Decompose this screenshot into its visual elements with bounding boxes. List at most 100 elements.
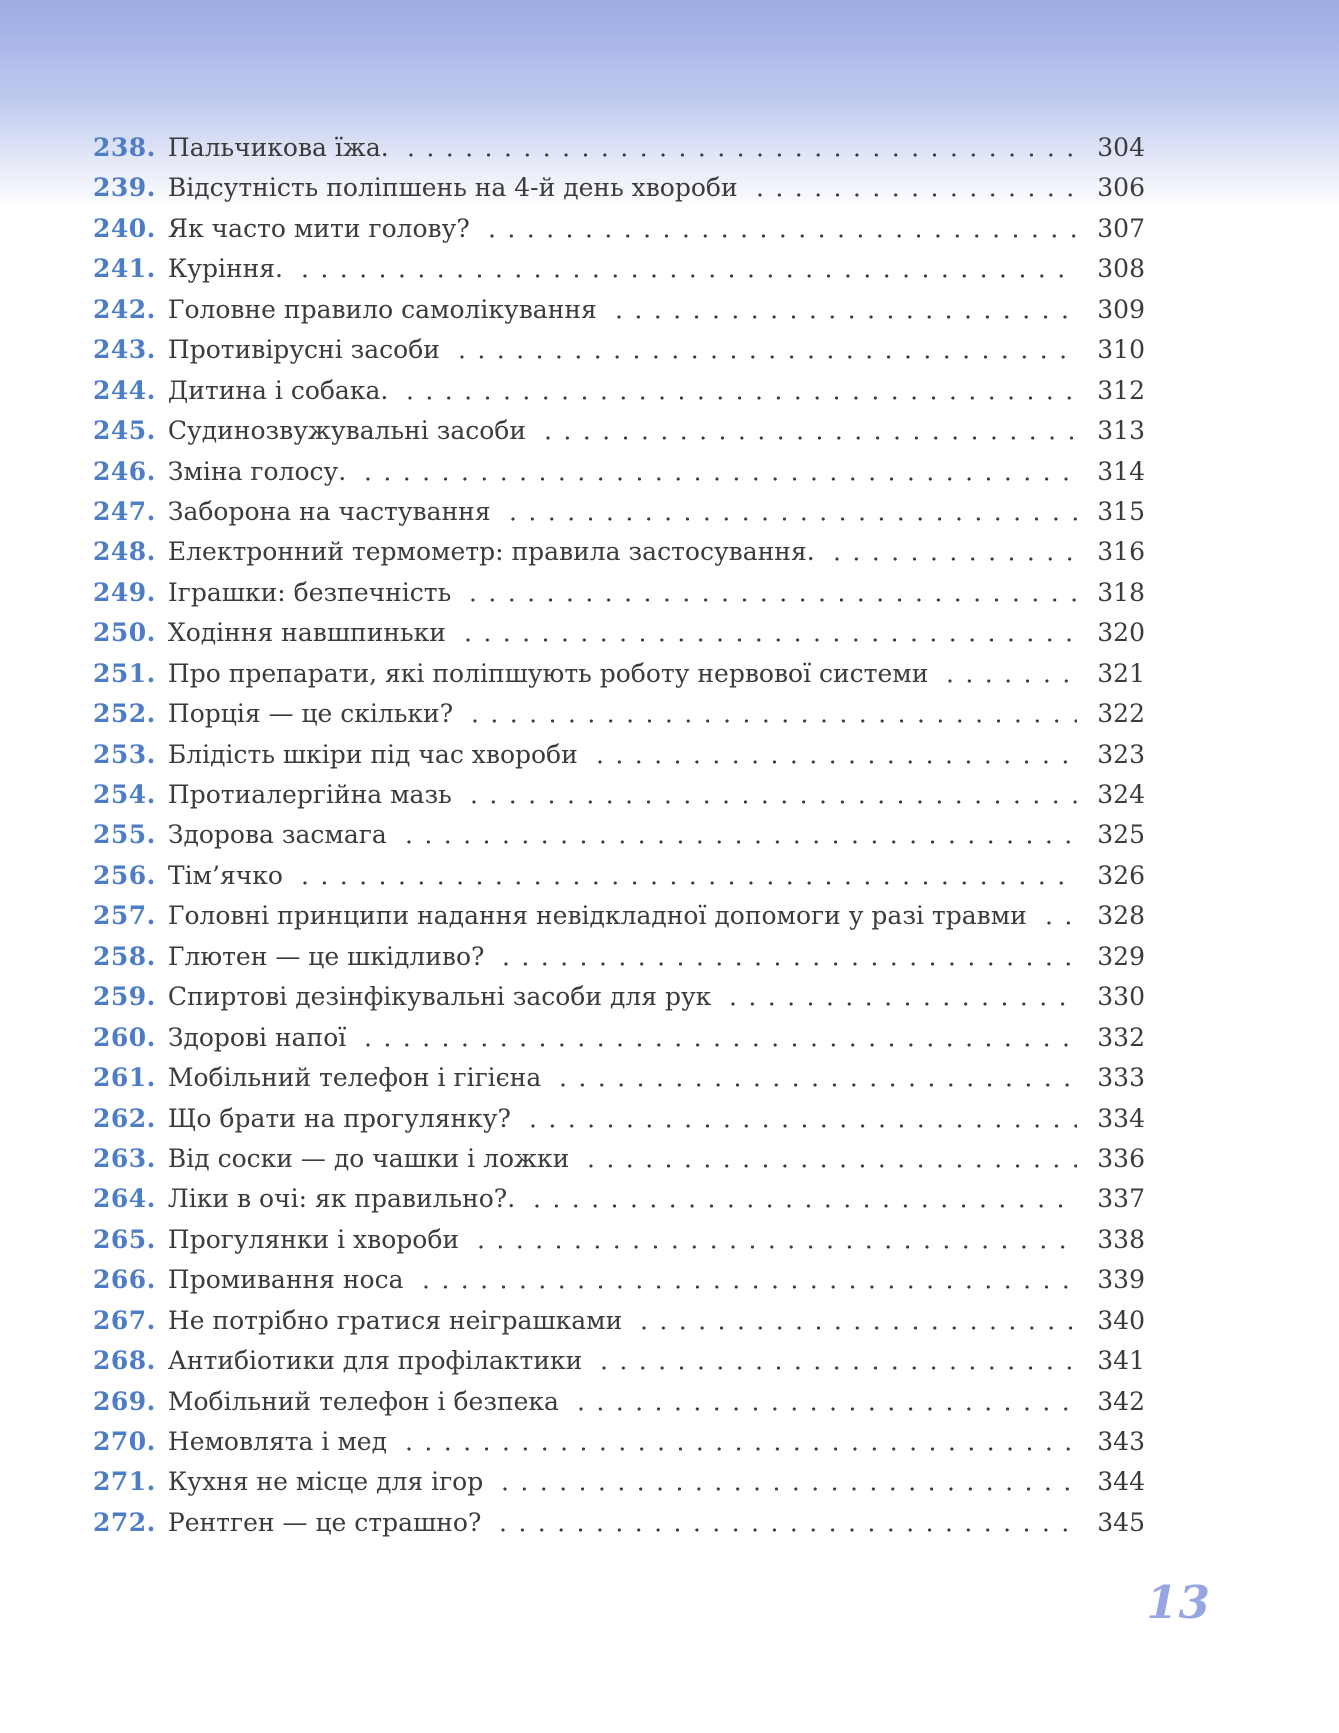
toc-entry-title: Антибіотики для профілактики bbox=[167, 1346, 583, 1376]
toc-entry: 246. Зміна голосу. 314 bbox=[93, 451, 1145, 492]
toc-entry-number: 247. bbox=[93, 496, 156, 526]
toc-entry-page-number: 316 bbox=[1097, 537, 1145, 567]
toc-entry-page-number: 320 bbox=[1097, 618, 1145, 648]
toc-entry-number: 246. bbox=[93, 456, 156, 486]
toc-entry-number: 256. bbox=[93, 860, 156, 890]
toc-entry-number: 270. bbox=[93, 1427, 156, 1456]
toc-entry-number: 249. bbox=[93, 577, 156, 607]
toc-entry: 254. Протиалергійна мазь 324 bbox=[93, 775, 1145, 816]
toc-entry-number: 254. bbox=[93, 780, 156, 809]
dot-leader bbox=[294, 855, 1077, 897]
toc-entry-page-number: 333 bbox=[1097, 1063, 1145, 1093]
toc-entry-title: Що брати на прогулянку? bbox=[167, 1103, 511, 1133]
toc-entry-title: Тім’ячко bbox=[167, 860, 283, 890]
dot-leader bbox=[400, 370, 1077, 412]
toc-entry-title: Судинозвужувальні засоби bbox=[167, 416, 527, 446]
toc-entry-page-number: 326 bbox=[1097, 860, 1145, 890]
toc-entry-title: Ліки в очі: як правильно?. bbox=[167, 1184, 516, 1214]
toc-entry-page-number: 337 bbox=[1097, 1184, 1145, 1214]
toc-entry-page-number: 344 bbox=[1097, 1467, 1145, 1497]
toc-entry-title: Мобільний телефон і безпека bbox=[167, 1386, 559, 1416]
toc-entry: 253. Блідість шкіри під час хвороби 323 bbox=[93, 734, 1145, 775]
toc-entry-page-number: 313 bbox=[1097, 416, 1145, 446]
toc-entry-number: 255. bbox=[93, 820, 156, 850]
toc-entry-title: Іграшки: безпечність bbox=[167, 577, 452, 607]
toc-entry: 245. Судинозвужувальні засоби 313 bbox=[93, 411, 1145, 452]
toc-entry-page-number: 336 bbox=[1097, 1143, 1145, 1173]
dot-leader bbox=[465, 694, 1077, 735]
toc-entry-title: Пальчикова їжа. bbox=[167, 133, 389, 162]
toc-entry-title: Мобільний телефон і гігієна bbox=[167, 1063, 542, 1093]
toc-entry: 270. Немовлята і мед 343 bbox=[93, 1422, 1145, 1463]
toc-entry-title: Ходіння навшпиньки bbox=[167, 618, 446, 648]
dot-leader bbox=[940, 653, 1077, 695]
toc-entry-page-number: 339 bbox=[1097, 1265, 1145, 1295]
toc-entry: 249. Іграшки: безпечність 318 bbox=[93, 572, 1145, 614]
dot-leader bbox=[463, 775, 1077, 816]
toc-entry: 247. Заборона на частування 315 bbox=[93, 491, 1145, 533]
dot-leader bbox=[400, 128, 1077, 169]
toc-entry-page-number: 334 bbox=[1097, 1103, 1145, 1133]
dot-leader bbox=[463, 572, 1077, 614]
toc-entry: 255. Здорова засмага 325 bbox=[93, 815, 1145, 856]
toc-entry-title: Здорові напої bbox=[167, 1022, 347, 1052]
dot-leader bbox=[481, 208, 1077, 250]
toc-entry-title: Зміна голосу. bbox=[167, 456, 347, 486]
dot-leader bbox=[502, 491, 1077, 533]
toc-entry-number: 268. bbox=[93, 1346, 156, 1376]
toc-entry-number: 253. bbox=[93, 739, 156, 769]
toc-entry-title: Противірусні засоби bbox=[167, 335, 440, 365]
toc-entry-number: 240. bbox=[93, 213, 156, 243]
toc-entry-title: Головне правило самолікування bbox=[167, 294, 597, 324]
table-of-contents: 238. Пальчикова їжа. 304 239. Відсутніст… bbox=[93, 128, 1145, 1544]
toc-entry-number: 259. bbox=[93, 982, 156, 1012]
toc-entry-title: Куріння. bbox=[167, 254, 283, 284]
dot-leader bbox=[553, 1058, 1077, 1099]
toc-entry-page-number: 306 bbox=[1097, 173, 1145, 203]
toc-entry: 272. Рентген — це страшно? 345 bbox=[93, 1502, 1145, 1544]
dot-leader bbox=[1038, 896, 1077, 937]
dot-leader bbox=[415, 1260, 1077, 1301]
toc-entry: 244. Дитина і собака. 312 bbox=[93, 370, 1145, 412]
dot-leader bbox=[496, 936, 1077, 978]
toc-entry-page-number: 329 bbox=[1097, 941, 1145, 971]
toc-entry-number: 239. bbox=[93, 173, 156, 203]
toc-entry-title: Блідість шкіри під час хвороби bbox=[167, 739, 578, 769]
toc-entry: 250. Ходіння навшпиньки 320 bbox=[93, 613, 1145, 654]
toc-entry-number: 250. bbox=[93, 618, 156, 648]
toc-entry-title: Прогулянки і хвороби bbox=[167, 1224, 460, 1254]
toc-entry-number: 245. bbox=[93, 416, 156, 446]
dot-leader bbox=[471, 1219, 1077, 1261]
toc-entry-page-number: 324 bbox=[1097, 780, 1145, 809]
toc-entry-page-number: 322 bbox=[1097, 699, 1145, 729]
dot-leader bbox=[594, 1341, 1077, 1382]
toc-entry-page-number: 321 bbox=[1097, 658, 1145, 688]
toc-entry: 243. Противірусні засоби 310 bbox=[93, 330, 1145, 371]
toc-entry-number: 264. bbox=[93, 1184, 156, 1214]
toc-entry-page-number: 315 bbox=[1097, 496, 1145, 526]
toc-entry-title: Як часто мити голову? bbox=[167, 213, 470, 243]
toc-entry-number: 252. bbox=[93, 699, 156, 729]
dot-leader bbox=[457, 613, 1077, 654]
toc-entry-page-number: 341 bbox=[1097, 1346, 1145, 1376]
toc-entry: 266. Промивання носа 339 bbox=[93, 1260, 1145, 1301]
toc-entry: 242. Головне правило самолікування 309 bbox=[93, 289, 1145, 331]
toc-entry-page-number: 338 bbox=[1097, 1224, 1145, 1254]
toc-entry-page-number: 330 bbox=[1097, 982, 1145, 1012]
toc-entry: 257. Головні принципи надання невідкладн… bbox=[93, 896, 1145, 937]
dot-leader bbox=[581, 1138, 1077, 1180]
toc-entry-title: Порція — це скільки? bbox=[167, 699, 454, 729]
dot-leader bbox=[538, 411, 1077, 452]
toc-entry-page-number: 328 bbox=[1097, 901, 1145, 931]
toc-entry-number: 251. bbox=[93, 658, 156, 688]
toc-entry-page-number: 340 bbox=[1097, 1305, 1145, 1335]
toc-entry: 241. Куріння. 308 bbox=[93, 249, 1145, 290]
toc-entry-page-number: 323 bbox=[1097, 739, 1145, 769]
dot-leader bbox=[826, 532, 1077, 573]
toc-entry-number: 257. bbox=[93, 901, 156, 931]
dot-leader bbox=[522, 1098, 1077, 1139]
toc-entry-number: 258. bbox=[93, 941, 156, 971]
dot-leader bbox=[589, 734, 1077, 775]
toc-entry-title: Промивання носа bbox=[167, 1265, 404, 1295]
toc-entry-title: Відсутність поліпшень на 4-й день хвороб… bbox=[167, 173, 738, 203]
